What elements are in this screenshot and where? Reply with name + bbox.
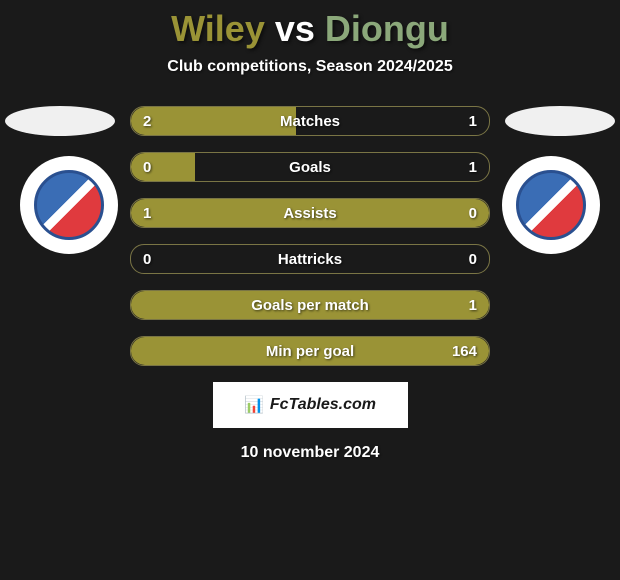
attribution-text: FcTables.com <box>270 396 376 414</box>
stats-bars-container: 2Matches10Goals11Assists00Hattricks0Goal… <box>130 106 490 366</box>
stat-right-value: 0 <box>469 245 477 274</box>
player2-team-logo <box>502 156 600 254</box>
stat-label: Assists <box>131 199 489 228</box>
strasbourg-logo-icon <box>34 170 104 240</box>
subtitle: Club competitions, Season 2024/2025 <box>0 58 620 76</box>
stat-label: Hattricks <box>131 245 489 274</box>
stat-row: 0Hattricks0 <box>130 244 490 274</box>
stat-row: Goals per match1 <box>130 290 490 320</box>
stat-label: Matches <box>131 107 489 136</box>
stat-row: 1Assists0 <box>130 198 490 228</box>
stat-right-value: 1 <box>469 291 477 320</box>
vs-text: vs <box>275 8 325 49</box>
stat-row: Min per goal164 <box>130 336 490 366</box>
stat-label: Goals per match <box>131 291 489 320</box>
stat-row: 0Goals1 <box>130 152 490 182</box>
stat-label: Min per goal <box>131 337 489 366</box>
stat-right-value: 164 <box>452 337 477 366</box>
player1-avatar-placeholder <box>5 106 115 136</box>
stat-right-value: 1 <box>469 153 477 182</box>
chart-icon: 📊 <box>244 395 264 415</box>
chart-area: 2Matches10Goals11Assists00Hattricks0Goal… <box>0 106 620 462</box>
date-text: 10 november 2024 <box>0 444 620 462</box>
stat-row: 2Matches1 <box>130 106 490 136</box>
strasbourg-logo-icon <box>516 170 586 240</box>
attribution-badge: 📊 FcTables.com <box>213 382 408 428</box>
player2-avatar-placeholder <box>505 106 615 136</box>
stat-right-value: 0 <box>469 199 477 228</box>
player2-name: Diongu <box>325 8 449 49</box>
comparison-title: Wiley vs Diongu <box>0 0 620 50</box>
player1-name: Wiley <box>171 8 265 49</box>
stat-label: Goals <box>131 153 489 182</box>
stat-right-value: 1 <box>469 107 477 136</box>
player1-team-logo <box>20 156 118 254</box>
